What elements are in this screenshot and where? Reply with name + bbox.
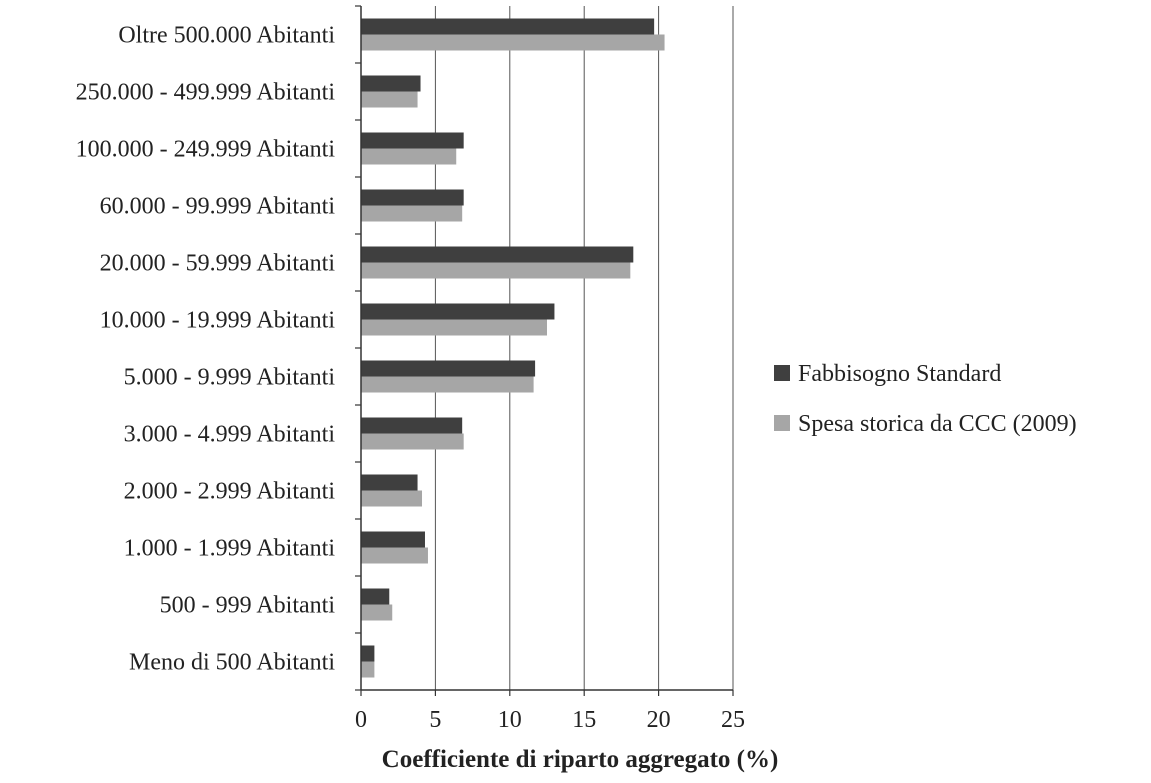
bars bbox=[361, 18, 665, 678]
category-label: 500 - 999 Abitanti bbox=[160, 593, 336, 619]
x-tick-label: 0 bbox=[355, 707, 367, 733]
category-label: Oltre 500.000 Abitanti bbox=[118, 23, 335, 49]
bar bbox=[361, 319, 547, 336]
legend: Fabbisogno Standard Spesa storica da CCC … bbox=[774, 361, 1077, 437]
bar bbox=[361, 588, 390, 605]
bar bbox=[361, 189, 464, 206]
category-label: 2.000 - 2.999 Abitanti bbox=[124, 479, 336, 505]
bar bbox=[361, 75, 421, 92]
legend-item: Fabbisogno Standard bbox=[774, 361, 1001, 387]
legend-label: Spesa storica da CCC (2009) bbox=[798, 411, 1077, 437]
bar bbox=[361, 531, 425, 548]
bar bbox=[361, 132, 464, 149]
bar bbox=[361, 91, 418, 108]
bar bbox=[361, 34, 665, 51]
x-tick-labels: 0 5 10 15 20 25 bbox=[355, 707, 745, 733]
bar bbox=[361, 205, 463, 222]
category-label: Meno di 500 Abitanti bbox=[129, 650, 335, 676]
bar bbox=[361, 474, 418, 491]
bar bbox=[361, 18, 655, 35]
bar bbox=[361, 360, 536, 377]
category-label: 3.000 - 4.999 Abitanti bbox=[124, 422, 336, 448]
x-tick-label: 15 bbox=[572, 707, 596, 733]
category-labels: Oltre 500.000 Abitanti 250.000 - 499.999 … bbox=[76, 23, 336, 676]
legend-label: Fabbisogno Standard bbox=[798, 361, 1001, 387]
bar bbox=[361, 490, 423, 507]
category-label: 100.000 - 249.999 Abitanti bbox=[76, 137, 336, 163]
bar bbox=[361, 376, 534, 393]
category-label: 20.000 - 59.999 Abitanti bbox=[100, 251, 336, 277]
gridlines bbox=[434, 6, 734, 690]
bar bbox=[361, 262, 631, 279]
bar bbox=[361, 547, 428, 564]
bar bbox=[361, 604, 393, 621]
category-label: 60.000 - 99.999 Abitanti bbox=[100, 194, 336, 220]
bar bbox=[361, 645, 375, 662]
x-tick-label: 10 bbox=[498, 707, 522, 733]
x-tick-label: 20 bbox=[647, 707, 671, 733]
legend-swatch bbox=[774, 415, 790, 431]
bar bbox=[361, 433, 464, 450]
category-label: 5.000 - 9.999 Abitanti bbox=[124, 365, 336, 391]
bar bbox=[361, 661, 375, 678]
bar bbox=[361, 246, 634, 263]
x-tick-label: 5 bbox=[429, 707, 441, 733]
category-label: 1.000 - 1.999 Abitanti bbox=[124, 536, 336, 562]
legend-item: Spesa storica da CCC (2009) bbox=[774, 411, 1077, 437]
legend-swatch bbox=[774, 365, 790, 381]
x-tick-label: 25 bbox=[721, 707, 745, 733]
category-label: 10.000 - 19.999 Abitanti bbox=[100, 308, 336, 334]
x-axis-title: Coefficiente di riparto aggregato (%) bbox=[382, 746, 779, 773]
category-label: 250.000 - 499.999 Abitanti bbox=[76, 80, 336, 106]
axes bbox=[355, 5, 734, 696]
bar bbox=[361, 148, 457, 165]
bar bbox=[361, 303, 555, 320]
bar bbox=[361, 417, 463, 434]
